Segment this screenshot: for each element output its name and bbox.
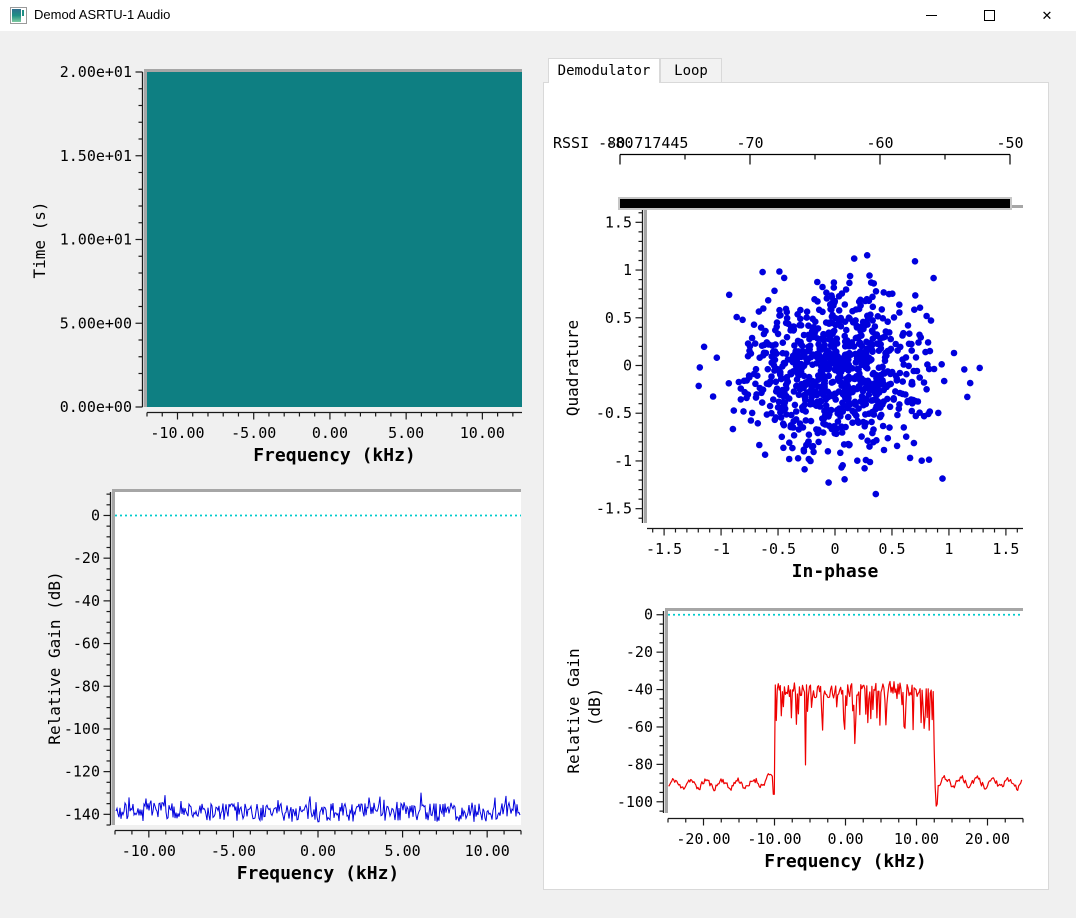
svg-text:-80: -80: [626, 755, 653, 773]
svg-text:1.5: 1.5: [992, 540, 1019, 558]
constellation-plot: -1.5 -1 -0.5 0 0.5 1 1.5 -1.5 -1 -0.5 0 0.5 1 1.5 In-p…: [563, 205, 1023, 582]
svg-text:-1: -1: [614, 452, 632, 470]
svg-text:-0.5: -0.5: [596, 404, 632, 422]
svg-text:-70: -70: [736, 134, 763, 152]
svg-text:-0.5: -0.5: [760, 540, 796, 558]
rssi-meter-bar: [618, 197, 1012, 210]
svg-text:0: 0: [91, 506, 100, 524]
svg-text:-10.00: -10.00: [150, 424, 204, 442]
svg-text:0.5: 0.5: [878, 540, 905, 558]
svg-text:-5.00: -5.00: [211, 842, 256, 860]
svg-text:2.00e+01: 2.00e+01: [60, 63, 132, 81]
maximize-button[interactable]: [960, 0, 1018, 31]
svg-text:-40: -40: [73, 592, 100, 610]
maximize-icon: [983, 10, 995, 21]
svg-text:-100: -100: [617, 793, 653, 811]
rssi-label: RSSI: [553, 134, 590, 152]
svg-text:Frequency (kHz): Frequency (kHz): [237, 863, 400, 884]
svg-text:Time (s): Time (s): [30, 201, 49, 278]
svg-text:-60: -60: [866, 134, 893, 152]
svg-text:0: 0: [644, 606, 653, 624]
svg-text:-80: -80: [73, 677, 100, 695]
svg-text:5.00: 5.00: [388, 424, 424, 442]
demod-spectrum-plot: 0 -20 -40 -60 -80 -100 -20.00 -10.00 0.00 10.00 20…: [564, 606, 1024, 872]
app-icon-bar-thumb: [22, 10, 24, 16]
svg-text:-5.00: -5.00: [231, 424, 276, 442]
svg-text:Relative Gain: Relative Gain: [564, 648, 583, 773]
svg-text:1: 1: [623, 261, 632, 279]
waterfall-plot: 0.00e+00 5.00e+00 1.00e+01 1.50e+01 2.00e+01…: [30, 63, 522, 466]
svg-text:-80: -80: [606, 134, 633, 152]
tab-demodulator[interactable]: Demodulator: [548, 58, 660, 83]
svg-text:10.00: 10.00: [460, 424, 505, 442]
app-icon: [10, 7, 27, 24]
svg-text:-1: -1: [712, 540, 730, 558]
svg-text:0: 0: [830, 540, 839, 558]
title-bar: Demod ASRTU-1 Audio ✕: [0, 0, 1076, 31]
rssi-readout: RSSI -80.717445: [553, 134, 688, 152]
tab-loop-label: Loop: [674, 63, 708, 79]
baseband-spectrum-plot: 0 -20 -40 -60 -80 -100 -120 -140 -10.00 -5.00 0.00…: [45, 489, 522, 884]
svg-text:Frequency (kHz): Frequency (kHz): [253, 445, 416, 466]
svg-text:-20: -20: [626, 643, 653, 661]
svg-text:-140: -140: [64, 805, 100, 823]
svg-text:0.00e+00: 0.00e+00: [60, 398, 132, 416]
svg-text:-60: -60: [73, 635, 100, 653]
svg-text:Relative Gain (dB): Relative Gain (dB): [45, 571, 64, 744]
svg-text:-120: -120: [64, 763, 100, 781]
client-area: 0.00e+00 5.00e+00 1.00e+01 1.50e+01 2.00e+01…: [0, 31, 1076, 918]
svg-text:20.00: 20.00: [965, 830, 1010, 848]
minimize-icon: [925, 15, 937, 16]
svg-text:-50: -50: [996, 134, 1023, 152]
svg-text:In-phase: In-phase: [792, 561, 879, 582]
svg-text:-60: -60: [626, 718, 653, 736]
svg-text:10.00: 10.00: [894, 830, 939, 848]
svg-text:-10.00: -10.00: [747, 830, 801, 848]
svg-text:Frequency (kHz): Frequency (kHz): [764, 851, 927, 872]
rssi-value: -80.717445: [598, 134, 689, 152]
svg-text:5.00e+00: 5.00e+00: [60, 314, 132, 332]
svg-text:-100: -100: [64, 720, 100, 738]
svg-text:0.00: 0.00: [827, 830, 863, 848]
app-icon-waterfall-thumb: [12, 9, 21, 22]
close-icon: ✕: [1041, 8, 1053, 23]
svg-text:1.00e+01: 1.00e+01: [60, 231, 132, 249]
rssi-scale: -80 -70 -60 -50: [606, 134, 1024, 165]
svg-text:-1.5: -1.5: [596, 500, 632, 518]
window-title: Demod ASRTU-1 Audio: [34, 7, 171, 22]
svg-text:1.5: 1.5: [605, 213, 632, 231]
svg-text:Quadrature: Quadrature: [563, 320, 582, 416]
svg-text:-20: -20: [73, 549, 100, 567]
svg-text:0.00: 0.00: [300, 842, 336, 860]
tab-demodulator-label: Demodulator: [557, 63, 651, 79]
svg-text:-1.5: -1.5: [646, 540, 682, 558]
svg-text:10.00: 10.00: [465, 842, 510, 860]
tab-loop[interactable]: Loop: [660, 58, 722, 83]
close-button[interactable]: ✕: [1018, 0, 1076, 31]
svg-text:-20.00: -20.00: [676, 830, 730, 848]
svg-text:-40: -40: [626, 681, 653, 699]
svg-text:(dB): (dB): [585, 688, 604, 727]
svg-text:-10.00: -10.00: [122, 842, 176, 860]
svg-text:0.00: 0.00: [312, 424, 348, 442]
svg-text:1.50e+01: 1.50e+01: [60, 147, 132, 165]
svg-text:0.5: 0.5: [605, 309, 632, 327]
svg-text:5.00: 5.00: [385, 842, 421, 860]
minimize-button[interactable]: [902, 0, 960, 31]
svg-text:0: 0: [623, 357, 632, 375]
svg-text:1: 1: [944, 540, 953, 558]
